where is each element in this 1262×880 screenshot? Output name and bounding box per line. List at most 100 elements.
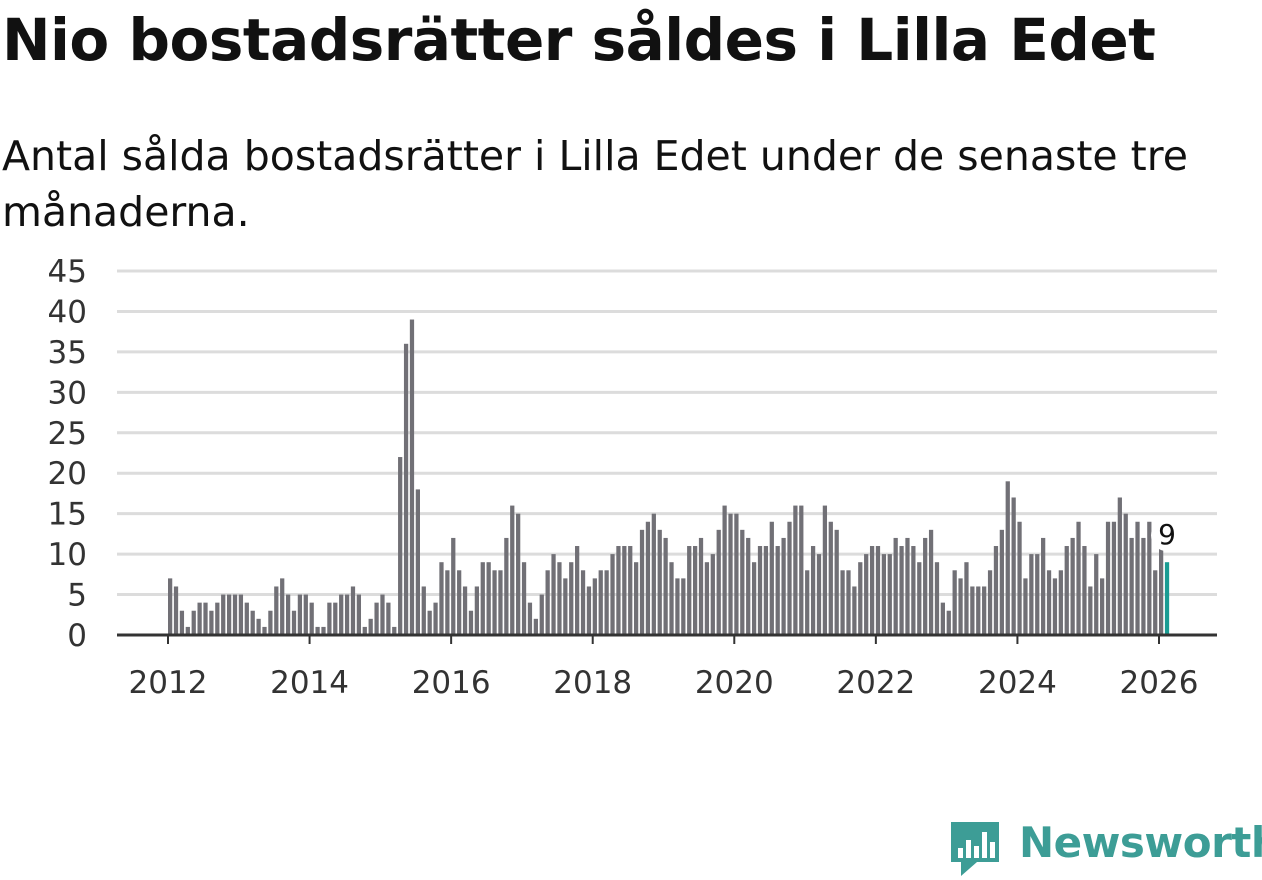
bar: [1135, 521, 1140, 635]
bar: [793, 505, 798, 635]
bar: [403, 343, 409, 635]
bar: [763, 546, 769, 635]
bar: [551, 554, 556, 635]
bar: [474, 586, 479, 635]
bar: [362, 626, 367, 635]
bar: [580, 570, 586, 635]
bar: [291, 610, 297, 635]
bar: [1105, 521, 1111, 635]
bar: [179, 610, 185, 635]
bar: [681, 578, 686, 635]
bar: [1058, 570, 1063, 635]
y-tick-label: 35: [48, 335, 87, 371]
bar-latest: [1164, 562, 1170, 635]
bar: [999, 529, 1004, 635]
bar: [669, 562, 674, 635]
bar: [492, 570, 497, 635]
bar: [1111, 521, 1117, 635]
bar: [704, 562, 710, 635]
bar: [781, 537, 786, 635]
bar: [344, 594, 350, 635]
bar: [757, 546, 763, 635]
bar: [751, 562, 757, 635]
bar: [899, 546, 904, 635]
last-value-halo: [1151, 519, 1184, 552]
bar: [1129, 537, 1134, 635]
x-tick-label: 2024: [978, 665, 1057, 701]
bar: [374, 602, 379, 635]
bar: [740, 529, 745, 635]
bar: [268, 610, 273, 635]
bar: [185, 626, 190, 635]
bar: [244, 602, 249, 635]
bar: [716, 529, 721, 635]
x-tick-label: 2026: [1120, 665, 1199, 701]
bar: [958, 578, 963, 635]
bar: [1153, 570, 1158, 635]
bar: [923, 537, 928, 635]
bar: [539, 594, 544, 635]
bar: [728, 513, 733, 635]
bar: [881, 554, 887, 635]
bar: [604, 570, 609, 635]
bar: [191, 610, 196, 635]
bar: [940, 602, 945, 635]
bar: [303, 594, 308, 635]
bar: [203, 602, 208, 635]
newsworthy-chart-icon: [951, 822, 999, 876]
bar: [339, 594, 344, 635]
bar: [315, 626, 320, 635]
bar: [586, 586, 592, 635]
bar: [433, 602, 438, 635]
bar: [498, 570, 503, 635]
annotations: 9: [1151, 518, 1184, 552]
bar: [1123, 513, 1128, 635]
bar: [970, 586, 975, 635]
bar: [238, 594, 244, 635]
newsworthy-logo[interactable]: Newsworthy: [951, 818, 1262, 880]
bar: [451, 537, 456, 635]
bar: [421, 586, 426, 635]
bar: [687, 546, 692, 635]
bar: [510, 505, 515, 635]
bar: [569, 562, 574, 635]
bar: [858, 562, 863, 635]
y-tick-label: 10: [48, 537, 87, 573]
bar: [987, 570, 993, 635]
bar: [285, 594, 291, 635]
bar: [852, 586, 857, 635]
x-tick-label: 2020: [695, 665, 774, 701]
y-axis: 0 5 10 15 20 25 30 35 40 45: [48, 254, 87, 654]
bar: [928, 529, 934, 635]
bar: [533, 618, 538, 635]
bar: [321, 626, 326, 635]
bar: [1100, 578, 1105, 635]
bar: [1029, 554, 1034, 635]
bar: [934, 562, 940, 635]
bar: [1052, 578, 1058, 635]
bar: [710, 554, 715, 635]
bar: [1064, 546, 1069, 635]
bar: [810, 546, 816, 635]
bar: [834, 529, 839, 635]
bar: [1117, 497, 1122, 635]
bar: [356, 594, 362, 635]
bar: [1076, 521, 1081, 635]
bar: [864, 554, 869, 635]
bar: [846, 570, 851, 635]
bar: [746, 537, 751, 635]
bar: [563, 578, 568, 635]
bar: [1023, 578, 1028, 635]
bar: [976, 586, 981, 635]
bar: [622, 546, 627, 635]
bar: [521, 562, 527, 635]
bar: [911, 546, 916, 635]
bar: [1147, 521, 1152, 635]
bar: [799, 505, 804, 635]
bar: [368, 618, 373, 635]
y-tick-label: 45: [48, 254, 87, 290]
bar: [645, 521, 651, 635]
bar: [946, 610, 951, 635]
bar: [722, 505, 727, 635]
bar: [545, 570, 550, 635]
